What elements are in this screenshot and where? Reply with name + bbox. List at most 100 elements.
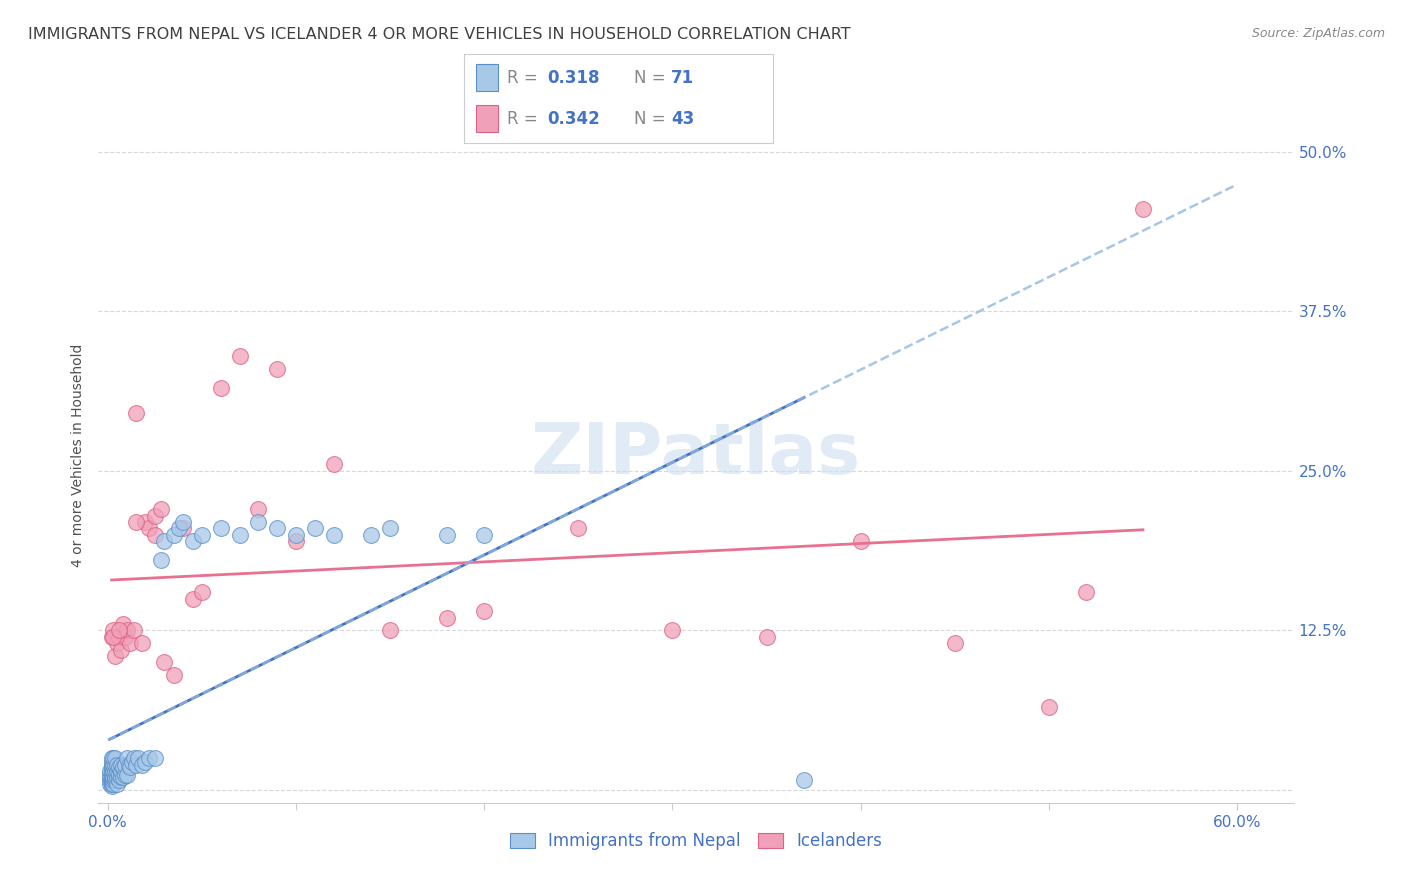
Point xyxy=(108,630,131,644)
Point xyxy=(122,624,145,638)
Point xyxy=(103,764,125,778)
Point xyxy=(98,772,121,787)
Point xyxy=(138,751,160,765)
Point xyxy=(322,527,344,541)
Point xyxy=(100,779,122,793)
Point xyxy=(103,772,125,787)
Point xyxy=(163,527,186,541)
Point xyxy=(103,770,125,784)
Point xyxy=(121,755,143,769)
Point xyxy=(149,553,172,567)
Point xyxy=(125,515,148,529)
Point xyxy=(105,764,128,778)
Point xyxy=(153,656,176,670)
Point xyxy=(172,515,194,529)
Point xyxy=(105,777,128,791)
Point xyxy=(793,772,815,787)
Point xyxy=(138,521,160,535)
Point xyxy=(322,458,344,472)
Point xyxy=(104,757,127,772)
Point xyxy=(103,757,125,772)
Point xyxy=(104,648,127,663)
Point xyxy=(103,624,125,638)
Point xyxy=(111,617,134,632)
Point xyxy=(100,630,122,644)
Point xyxy=(1038,700,1060,714)
Point xyxy=(191,527,214,541)
Point xyxy=(110,770,132,784)
Point xyxy=(114,630,136,644)
Text: N =: N = xyxy=(634,110,671,128)
Text: IMMIGRANTS FROM NEPAL VS ICELANDER 4 OR MORE VEHICLES IN HOUSEHOLD CORRELATION C: IMMIGRANTS FROM NEPAL VS ICELANDER 4 OR … xyxy=(28,27,851,42)
Point xyxy=(103,777,125,791)
Point xyxy=(163,668,186,682)
Point xyxy=(110,757,132,772)
Point xyxy=(149,502,172,516)
Point xyxy=(103,630,125,644)
Text: R =: R = xyxy=(508,110,543,128)
Point xyxy=(472,527,495,541)
Point xyxy=(209,381,232,395)
Point xyxy=(131,636,153,650)
Text: 43: 43 xyxy=(671,110,695,128)
Y-axis label: 4 or more Vehicles in Household: 4 or more Vehicles in Household xyxy=(72,343,86,566)
Point xyxy=(228,349,250,363)
Point xyxy=(755,630,778,644)
Point xyxy=(120,636,142,650)
Text: R =: R = xyxy=(508,69,543,87)
Point xyxy=(285,527,308,541)
Point xyxy=(104,751,127,765)
Point xyxy=(169,521,191,535)
Point xyxy=(100,757,122,772)
Text: ZIPatlas: ZIPatlas xyxy=(531,420,860,490)
Legend: Immigrants from Nepal, Icelanders: Immigrants from Nepal, Icelanders xyxy=(503,826,889,857)
Point xyxy=(125,406,148,420)
Text: 0.318: 0.318 xyxy=(547,69,600,87)
Point xyxy=(360,527,382,541)
Point xyxy=(304,521,326,535)
Point xyxy=(111,770,134,784)
Point xyxy=(108,768,131,782)
Point xyxy=(285,534,308,549)
Point xyxy=(1132,202,1154,216)
Point xyxy=(143,527,166,541)
Point xyxy=(105,636,128,650)
Point xyxy=(436,527,458,541)
Point xyxy=(122,751,145,765)
Point xyxy=(1076,585,1098,599)
Text: 71: 71 xyxy=(671,69,695,87)
Point xyxy=(209,521,232,535)
Point xyxy=(110,764,132,778)
Point xyxy=(849,534,872,549)
Point xyxy=(104,770,127,784)
Point xyxy=(100,768,122,782)
Point xyxy=(181,591,204,606)
Point xyxy=(111,760,134,774)
Point xyxy=(134,755,156,769)
Point xyxy=(117,757,139,772)
Point xyxy=(108,772,131,787)
Point xyxy=(172,521,194,535)
Point xyxy=(98,768,121,782)
Point xyxy=(153,534,176,549)
FancyBboxPatch shape xyxy=(477,105,498,132)
Point xyxy=(143,508,166,523)
Point xyxy=(661,624,683,638)
Point xyxy=(943,636,966,650)
Point xyxy=(114,768,136,782)
Point xyxy=(104,772,127,787)
Point xyxy=(100,770,122,784)
Point xyxy=(247,515,270,529)
Text: 0.342: 0.342 xyxy=(547,110,600,128)
Point xyxy=(115,768,138,782)
Point xyxy=(266,361,288,376)
Point xyxy=(105,770,128,784)
Point xyxy=(472,604,495,618)
Point xyxy=(134,515,156,529)
Point xyxy=(181,534,204,549)
Point xyxy=(100,760,122,774)
FancyBboxPatch shape xyxy=(477,64,498,91)
Point xyxy=(100,751,122,765)
Point xyxy=(108,624,131,638)
Point xyxy=(100,755,122,769)
